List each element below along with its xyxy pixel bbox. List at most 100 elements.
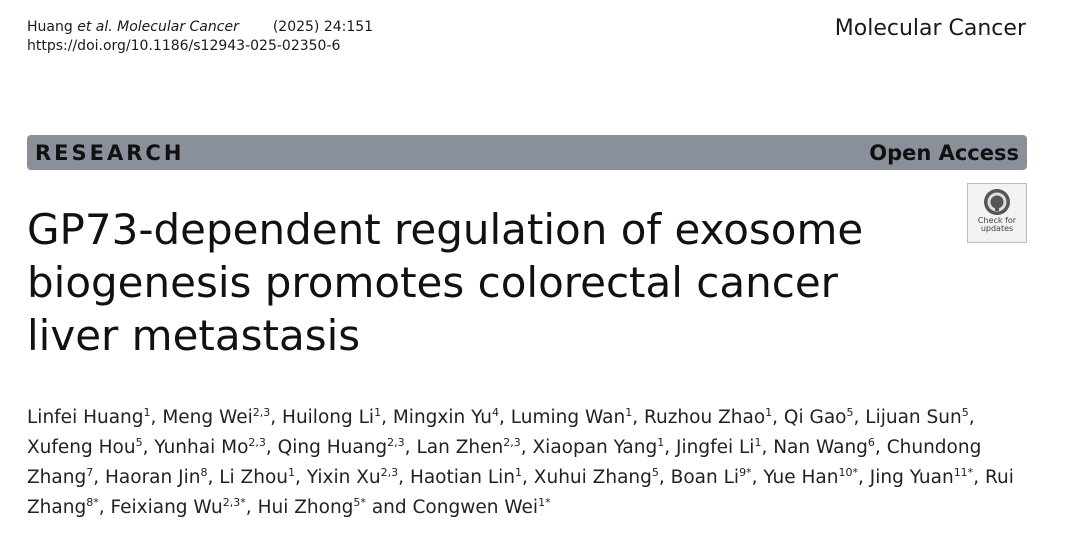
affiliation: 10* (838, 465, 858, 479)
affiliation: 2,3 (252, 405, 271, 419)
author: Jing Yuan11* (870, 467, 973, 488)
author: Luming Wan1 (511, 407, 632, 428)
author-name: Yunhai Mo (154, 437, 249, 458)
separator: , (973, 467, 980, 488)
author: Mingxin Yu4 (393, 407, 499, 428)
author-name: Congwen Wei (412, 497, 539, 518)
affiliation: 1 (657, 435, 665, 449)
separator: and (371, 497, 407, 518)
affiliation: 9* (739, 465, 752, 479)
affiliation: 4 (492, 405, 500, 419)
separator: , (772, 407, 779, 428)
badge-text: updates (980, 224, 1014, 233)
author-name: Linfei Huang (27, 407, 144, 428)
journal-name: Molecular Cancer (834, 16, 1026, 41)
author: Xufeng Hou5 (27, 437, 143, 458)
affiliation: 2,3* (222, 495, 246, 509)
separator: , (522, 467, 528, 488)
author-name: Luming Wan (510, 407, 626, 428)
separator: , (245, 497, 252, 518)
badge-icon (984, 189, 1010, 215)
author: Haotian Lin1 (410, 467, 522, 488)
affiliation: 8 (200, 465, 208, 479)
author: Haoran Jin8 (105, 467, 207, 488)
author-name: Boan Li (670, 467, 740, 488)
check-updates-badge[interactable]: Check for updates (967, 183, 1027, 243)
separator: , (270, 407, 277, 428)
author-name: Hui Zhong (257, 497, 354, 518)
author: Rui Zhang8* (27, 467, 1014, 518)
author-name: Chundong Zhang (27, 437, 982, 488)
separator: , (761, 437, 768, 458)
author-list: Linfei Huang1, Meng Wei2,3, Huilong Li1,… (27, 403, 1037, 523)
separator: , (857, 467, 864, 488)
affiliation: 1 (625, 405, 633, 419)
author: Qing Huang2,3 (278, 437, 405, 458)
separator: , (520, 437, 527, 458)
separator: , (968, 407, 975, 428)
author: Huilong Li1 (282, 407, 381, 428)
separator: , (658, 467, 665, 488)
article-title: GP73-dependent regulation of exosome bio… (27, 205, 864, 360)
journal-italic: Molecular Cancer (117, 19, 239, 35)
affiliation: 1 (515, 465, 523, 479)
author-name: Huilong Li (282, 407, 375, 428)
affiliation: 2,3 (248, 435, 266, 449)
affiliation: 1 (143, 405, 151, 419)
affiliation: 7 (86, 465, 94, 479)
separator: , (853, 407, 860, 428)
author: Lan Zhen2,3 (416, 437, 520, 458)
author: Hui Zhong5* (258, 497, 366, 518)
author-name: Nan Wang (773, 437, 868, 458)
author: Feixiang Wu2,3* (111, 497, 246, 518)
author-name: Qi Gao (783, 407, 847, 428)
author-name: Xufeng Hou (27, 437, 136, 458)
author: Yunhai Mo2,3 (154, 437, 266, 458)
author-name: Rui Zhang (27, 467, 1014, 518)
badge-bookmark (995, 197, 999, 211)
affiliation: 1 (765, 405, 773, 419)
affiliation: 1 (374, 405, 382, 419)
author: Yue Han10* (763, 467, 858, 488)
separator: , (98, 497, 105, 518)
author: Ruzhou Zhao1 (644, 407, 772, 428)
separator: , (295, 467, 301, 488)
year-volume: (2025) 24:151 (272, 19, 374, 35)
separator: , (93, 467, 100, 488)
affiliation: 1* (538, 495, 551, 509)
author-name: Jing Yuan (869, 467, 954, 488)
author-name: Xuhui Zhang (533, 467, 652, 488)
author: Linfei Huang1 (27, 407, 151, 428)
affiliation: 5 (961, 405, 969, 419)
author-name: Yixin Xu (306, 467, 381, 488)
author: Meng Wei2,3 (162, 407, 270, 428)
affiliation: 5 (846, 405, 854, 419)
author: Jingfei Li1 (676, 437, 761, 458)
affiliation: 5* (353, 495, 366, 509)
author: Qi Gao5 (784, 407, 854, 428)
affiliation: 6 (867, 435, 875, 449)
author: Congwen Wei1* (413, 497, 551, 518)
affiliation: 2,3 (380, 465, 399, 479)
author: Boan Li9* (671, 467, 752, 488)
affiliation: 5 (651, 465, 659, 479)
separator: , (381, 407, 387, 428)
author: Xiaopan Yang1 (533, 437, 665, 458)
author-name: Yue Han (763, 467, 839, 488)
author-name: Feixiang Wu (110, 497, 223, 518)
author-name: Qing Huang (277, 437, 388, 458)
doi[interactable]: https://doi.org/10.1186/s12943-025-02350… (27, 38, 341, 54)
author-name: Mingxin Yu (392, 407, 493, 428)
author-name: Jingfei Li (676, 437, 755, 458)
separator: , (142, 437, 149, 458)
affiliation: 8* (86, 495, 99, 509)
author: Yixin Xu2,3 (307, 467, 398, 488)
badge-text: Check for (977, 216, 1017, 225)
author-name: Ruzhou Zhao (643, 407, 766, 428)
author-name: Haoran Jin (105, 467, 201, 488)
affiliation: 2,3 (387, 435, 405, 449)
author-name: Lijuan Sun (865, 407, 962, 428)
separator: , (398, 467, 405, 488)
citation: Huang et al. Molecular Cancer (2025) 24:1… (27, 18, 373, 56)
separator: , (265, 437, 272, 458)
